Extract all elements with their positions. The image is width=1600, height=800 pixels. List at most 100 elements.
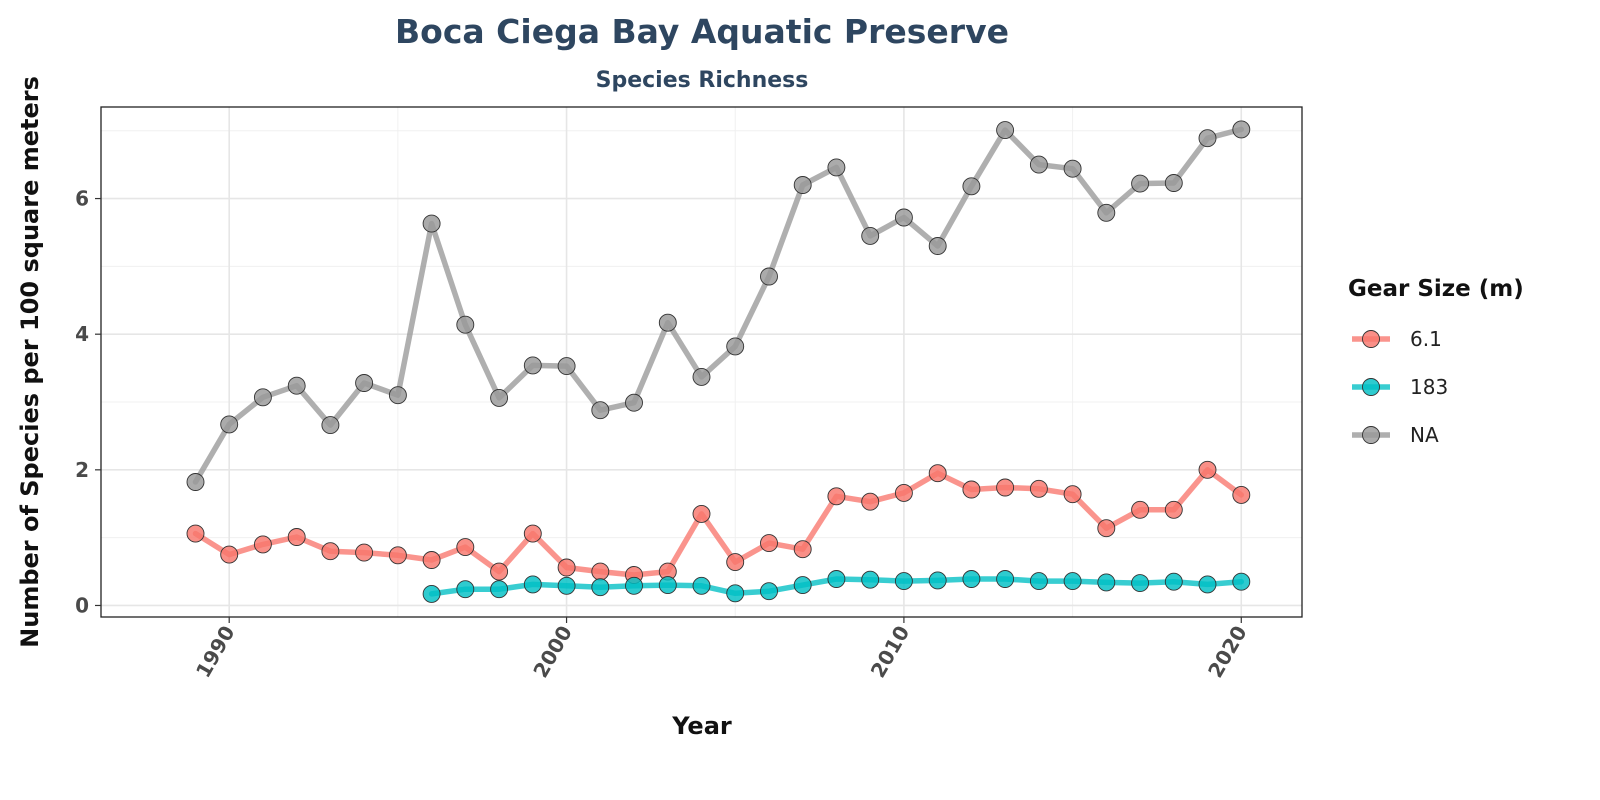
data-point-6.1 <box>388 546 407 565</box>
data-point-NA <box>220 415 239 434</box>
data-point-NA <box>253 388 272 407</box>
data-point-6.1 <box>355 543 374 562</box>
data-point-NA <box>287 376 306 395</box>
data-point-183 <box>692 576 711 595</box>
data-point-NA <box>861 226 880 245</box>
data-point-NA <box>422 214 441 233</box>
series-line-6.1 <box>192 467 1245 578</box>
data-point-NA <box>1097 203 1116 222</box>
data-point-NA <box>523 356 542 375</box>
data-point-NA <box>1164 174 1183 192</box>
data-point-6.1 <box>1131 500 1150 519</box>
data-point-183 <box>726 584 745 603</box>
data-point-6.1 <box>1232 485 1251 504</box>
y-axis-title: Number of Species per 100 square meters <box>16 76 44 648</box>
data-point-6.1 <box>1164 500 1183 519</box>
y-tick-label: 6 <box>75 187 89 211</box>
data-point-NA <box>557 357 576 376</box>
data-point-183 <box>1131 574 1150 593</box>
data-point-NA <box>692 367 711 386</box>
legend-title: Gear Size (m) <box>1348 276 1524 302</box>
x-tick-label: 2010 <box>866 622 915 682</box>
data-point-6.1 <box>591 562 610 581</box>
data-point-6.1 <box>220 545 239 564</box>
legend-label: 6.1 <box>1410 327 1442 351</box>
data-point-183 <box>523 575 542 594</box>
data-point-183 <box>625 576 643 595</box>
data-point-183 <box>894 572 913 591</box>
data-point-183 <box>962 570 981 588</box>
data-point-183 <box>793 576 812 595</box>
data-point-6.1 <box>321 542 340 561</box>
data-point-NA <box>490 388 509 407</box>
series-points <box>186 120 1251 603</box>
data-point-183 <box>1232 572 1251 591</box>
data-point-NA <box>793 176 812 194</box>
data-point-NA <box>591 401 610 420</box>
x-tick-label: 2020 <box>1203 622 1252 682</box>
data-point-183 <box>490 580 509 599</box>
legend-item-NA: NA <box>1352 423 1439 447</box>
data-point-183 <box>760 582 778 601</box>
chart-title: Boca Ciega Bay Aquatic Preserve <box>395 12 1009 51</box>
data-point-183 <box>422 584 441 603</box>
legend: Gear Size (m) 6.1 183 NA <box>1348 276 1524 447</box>
series-line-NA <box>192 126 1245 485</box>
data-point-183 <box>928 571 947 590</box>
data-point-183 <box>456 580 475 599</box>
data-point-183 <box>1198 575 1217 594</box>
data-point-6.1 <box>1063 485 1082 504</box>
data-point-183 <box>1063 572 1082 591</box>
data-point-6.1 <box>253 535 272 554</box>
legend-key-point <box>1362 330 1380 348</box>
data-point-183 <box>591 578 610 597</box>
data-point-6.1 <box>456 538 475 557</box>
data-point-NA <box>355 374 374 392</box>
data-point-6.1 <box>894 483 913 502</box>
data-point-NA <box>1232 120 1251 139</box>
data-point-6.1 <box>962 480 981 499</box>
plot-panel-border <box>100 106 1303 618</box>
data-point-NA <box>321 416 340 435</box>
data-point-6.1 <box>861 492 880 511</box>
data-point-6.1 <box>490 562 509 581</box>
gridlines <box>101 107 1302 617</box>
data-point-6.1 <box>557 558 576 577</box>
data-point-NA <box>726 337 745 356</box>
data-point-NA <box>827 158 846 177</box>
legend-key-point <box>1362 426 1380 444</box>
data-point-6.1 <box>692 504 711 523</box>
data-point-6.1 <box>422 551 441 569</box>
data-point-NA <box>962 177 981 196</box>
data-point-NA <box>996 121 1015 140</box>
data-point-6.1 <box>186 524 205 543</box>
legend-item-6.1: 6.1 <box>1352 327 1442 351</box>
data-point-NA <box>1131 174 1150 193</box>
data-point-6.1 <box>287 528 306 546</box>
data-point-NA <box>1063 159 1082 178</box>
chart-subtitle: Species Richness <box>596 68 809 93</box>
y-tick-label: 4 <box>75 322 89 346</box>
data-point-183 <box>557 576 576 595</box>
legend-item-183: 183 <box>1352 375 1448 399</box>
data-point-183 <box>996 570 1015 588</box>
data-point-NA <box>456 315 475 334</box>
data-point-6.1 <box>726 553 745 572</box>
data-point-NA <box>186 473 205 491</box>
data-point-6.1 <box>827 487 846 506</box>
data-point-NA <box>625 393 643 412</box>
axes: 0 2 4 6 1990 2000 2010 2020 <box>75 187 1252 682</box>
data-point-NA <box>894 208 913 227</box>
data-point-NA <box>760 267 778 286</box>
data-point-NA <box>1029 155 1048 174</box>
data-point-6.1 <box>523 524 542 543</box>
data-point-183 <box>827 570 846 588</box>
data-point-183 <box>1029 572 1048 591</box>
data-point-6.1 <box>760 534 778 553</box>
legend-label: NA <box>1410 423 1439 447</box>
data-point-NA <box>928 237 947 255</box>
data-point-6.1 <box>1097 519 1116 538</box>
data-point-183 <box>1097 573 1116 592</box>
data-point-6.1 <box>996 478 1015 497</box>
